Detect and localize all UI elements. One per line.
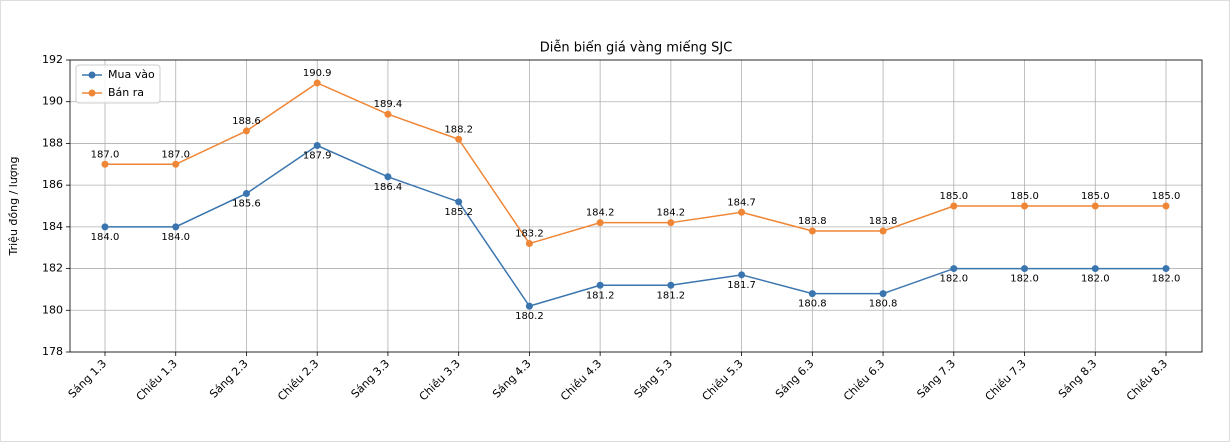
value-label: 189.4 (374, 99, 403, 110)
y-axis-label: Triệu đồng / lượng (7, 157, 20, 257)
value-label: 183.8 (798, 216, 827, 227)
point (242, 189, 250, 197)
value-label: 184.0 (91, 232, 120, 243)
value-label: 185.2 (444, 207, 473, 218)
legend-label: Mua vào (108, 68, 155, 81)
point (1021, 265, 1029, 273)
value-label: 184.0 (161, 232, 190, 243)
value-label: 188.6 (232, 116, 261, 127)
point (455, 198, 463, 206)
legend-marker (88, 89, 96, 97)
point (950, 265, 958, 273)
y-tick-label: 186 (42, 178, 63, 191)
y-tick-label: 178 (42, 345, 63, 358)
y-tick-label: 190 (42, 95, 63, 108)
value-label: 184.2 (657, 208, 686, 219)
point (950, 202, 958, 210)
series-line (105, 144, 1166, 307)
value-label: 181.2 (586, 290, 615, 301)
value-label: 187.9 (303, 151, 332, 162)
y-tick-label: 182 (42, 262, 63, 275)
value-label: 185.0 (1010, 191, 1039, 202)
point (384, 173, 392, 181)
plot-border (69, 59, 1203, 353)
value-label: 190.9 (303, 68, 332, 79)
point (596, 219, 604, 227)
chart-title: Diễn biến giá vàng miếng SJC (540, 41, 733, 56)
point (525, 302, 533, 310)
point (455, 135, 463, 143)
point (667, 219, 675, 227)
value-label: 185.0 (1081, 191, 1110, 202)
value-label: 185.0 (1152, 191, 1181, 202)
y-tick-label: 192 (42, 53, 63, 66)
point (738, 271, 746, 279)
value-label: 182.0 (1081, 274, 1110, 285)
y-tick-label: 188 (42, 136, 63, 149)
value-label: 181.2 (657, 290, 686, 301)
point (1162, 202, 1170, 210)
point (879, 290, 887, 298)
value-label: 182.0 (939, 274, 968, 285)
series-line (105, 82, 1166, 245)
point (596, 281, 604, 289)
point (667, 281, 675, 289)
value-label: 180.2 (515, 311, 544, 322)
point (1091, 265, 1099, 273)
value-label: 187.0 (161, 149, 190, 160)
value-label: 185.0 (939, 191, 968, 202)
y-tick-label: 180 (42, 303, 63, 316)
value-label: 182.0 (1152, 274, 1181, 285)
point (384, 110, 392, 118)
value-label: 183.8 (869, 216, 898, 227)
point (808, 227, 816, 235)
value-label: 187.0 (91, 149, 120, 160)
point (313, 142, 321, 150)
value-label: 184.2 (586, 208, 615, 219)
value-label: 184.7 (727, 197, 756, 208)
value-label: 188.2 (444, 124, 473, 135)
point (172, 160, 180, 168)
point (1162, 265, 1170, 273)
point (525, 240, 533, 248)
point (313, 79, 321, 87)
point (879, 227, 887, 235)
legend-marker (88, 71, 96, 79)
point (808, 290, 816, 298)
point (242, 127, 250, 135)
value-label: 181.7 (727, 280, 756, 291)
value-label: 180.8 (798, 299, 827, 310)
value-label: 185.6 (232, 198, 261, 209)
point (1091, 202, 1099, 210)
point (172, 223, 180, 231)
value-label: 186.4 (374, 182, 403, 193)
value-label: 180.8 (869, 299, 898, 310)
y-tick-label: 184 (42, 220, 63, 233)
point (101, 160, 109, 168)
legend: Mua vào Bán ra (75, 64, 161, 104)
value-label: 183.2 (515, 229, 544, 240)
point (101, 223, 109, 231)
point (738, 208, 746, 216)
legend-label: Bán ra (108, 86, 144, 99)
point (1021, 202, 1029, 210)
value-label: 182.0 (1010, 274, 1039, 285)
